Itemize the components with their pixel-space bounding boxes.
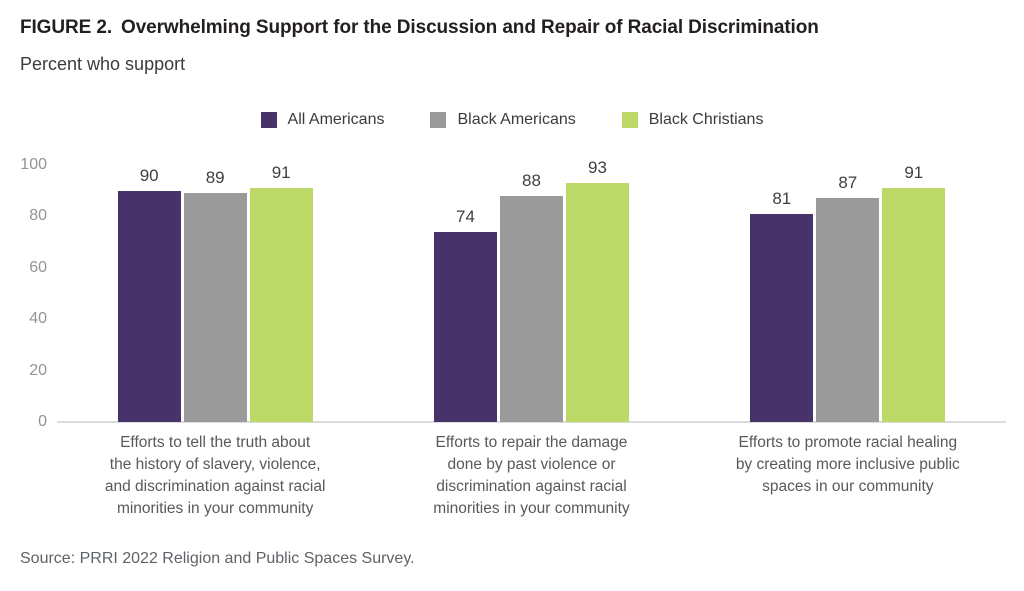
y-tick-80: 80	[29, 207, 47, 225]
category-label-1: Efforts to tell the truth about the hist…	[104, 434, 326, 517]
y-axis: 0 20 40 60 80 100	[0, 157, 47, 430]
bar-all-americans-group-1: 90	[117, 166, 181, 422]
legend-label: Black Christians	[648, 111, 764, 128]
bars-2: 74 88 93	[433, 158, 629, 422]
y-tick-100: 100	[20, 156, 47, 173]
bar-black-christians-group-3: 91	[882, 163, 946, 422]
bar-black-americans-group-1: 89	[183, 168, 247, 422]
legend-swatch-all-americans	[260, 112, 277, 128]
legend-item-black-americans: Black Americans	[430, 111, 576, 129]
bar-value-label: 91	[271, 163, 291, 183]
bar-group-2: 74 88 93 Efforts to repair the damage done …	[373, 158, 689, 520]
bar-all-americans-group-2: 74	[433, 207, 497, 422]
bar-value-label: 87	[838, 173, 858, 193]
category-label-3: Efforts to promote racial healing by cre…	[735, 434, 960, 495]
bar-group-1: 90 89 91 Efforts to tell the truth about th…	[57, 163, 373, 520]
bar-value-label: 90	[139, 165, 159, 185]
bar-value-label: 81	[772, 188, 792, 208]
source-note: Source: PRRI 2022 Religion and Public Sp…	[20, 550, 415, 567]
y-tick-0: 0	[38, 413, 47, 430]
bar-value-label: 88	[522, 170, 541, 190]
figure-title: FIGURE 2. Overwhelming Support for the Di…	[20, 16, 1004, 40]
legend-item-black-christians: Black Christians	[621, 111, 764, 129]
x-axis-line	[57, 421, 1006, 423]
bar-group-3: 81 87 91 Efforts to promote racial healing …	[690, 163, 1006, 520]
legend-label: Black Americans	[457, 111, 576, 128]
bar-value-label: 93	[588, 158, 607, 177]
plot-row: 0 20 40 60 80 100 90 89 91 Efforts to tell the t…	[0, 157, 1024, 520]
y-tick-20: 20	[29, 361, 47, 379]
bars-3: 81 87 91	[750, 163, 946, 422]
category-label-2: Efforts to repair the damage done by pas…	[433, 434, 630, 517]
y-tick-40: 40	[29, 310, 47, 328]
y-tick-60: 60	[29, 258, 47, 276]
bars-1: 90 89 91	[117, 163, 313, 422]
bar-value-label: 91	[904, 163, 924, 183]
legend-swatch-black-americans	[430, 112, 447, 128]
figure-label: FIGURE 2.	[20, 17, 113, 38]
bar-black-americans-group-3: 87	[816, 173, 880, 422]
bar-black-christians-group-2: 93	[565, 158, 629, 422]
legend-swatch-black-christians	[621, 112, 638, 128]
chart-subtitle: Percent who support	[20, 54, 186, 74]
bar-value-label: 74	[456, 206, 475, 226]
chart-header: FIGURE 2. Overwhelming Support for the Di…	[20, 16, 1004, 75]
chart-legend: All Americans Black Americans Black Christ…	[0, 110, 1024, 130]
legend-label: All Americans	[287, 111, 385, 128]
legend-item-all-americans: All Americans	[260, 111, 385, 129]
plot-area: 90 89 91 Efforts to tell the truth about th…	[47, 158, 1024, 520]
bar-value-label: 89	[205, 168, 225, 188]
bar-all-americans-group-3: 81	[750, 189, 814, 422]
bar-black-christians-group-1: 91	[249, 163, 313, 422]
chart-area: 0 20 40 60 80 100 90 89 91 Efforts to tell the t…	[0, 157, 1024, 520]
bar-black-americans-group-2: 88	[499, 171, 563, 422]
figure-title-text: Overwhelming Support for the Discussion …	[121, 17, 819, 38]
